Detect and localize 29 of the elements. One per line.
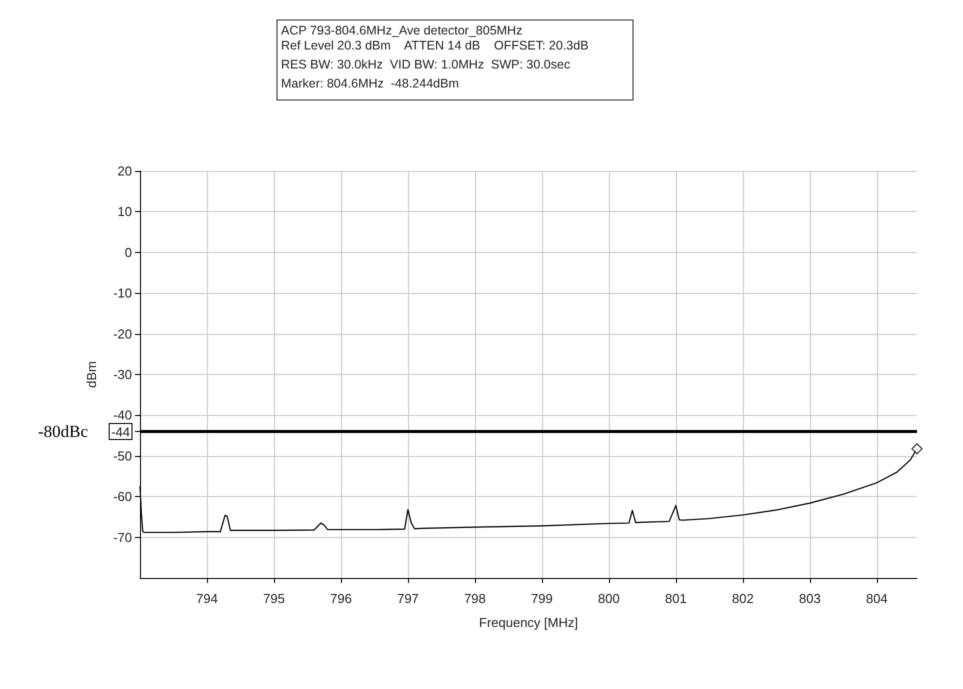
x-tick-label: 802 [732,591,754,606]
x-axis-title: Frequency [MHz] [479,615,578,630]
y-tick-label: -20 [113,326,132,342]
y-tick-label: -40 [113,408,132,423]
y-tick-label: 0 [124,244,132,260]
y-tick-label: -50 [113,448,132,464]
chart-title: ACP 793-804.6MHz_Ave detector_805MHz [281,24,522,38]
text: RES BW: 30.0kHz VID BW: 1.0MHz SWP: 30.0sec [281,58,570,72]
y-tick-label: -60 [113,489,132,504]
x-tick-label: 800 [598,591,620,606]
x-tick-label: 798 [464,591,486,606]
x-tick-label: 803 [798,591,821,606]
y-tick-label: 20 [118,164,132,178]
y-tick-label: 10 [118,204,132,220]
x-tick-label: 804 [866,591,888,606]
x-tick-label: 795 [263,591,285,606]
y-axis-title: dBm [84,361,99,388]
y-tick-label: -10 [113,286,132,301]
text: Ref Level 20.3 dBm ATTEN 14 dB OFFSET: 20.3dB [281,38,589,52]
ref-line-label: -80dBc [38,422,88,441]
x-tick-label: 797 [397,591,419,606]
x-tick-label: 794 [196,591,218,606]
x-tick-label: 799 [531,591,553,606]
y-tick-label: -44 [111,424,130,440]
y-tick-label: -70 [113,530,132,545]
text: Marker: 804.6MHz -48.244dBm [281,76,459,90]
x-tick-label: 796 [330,591,352,606]
x-tick-label: 801 [665,591,687,606]
y-tick-label: -30 [113,367,132,382]
